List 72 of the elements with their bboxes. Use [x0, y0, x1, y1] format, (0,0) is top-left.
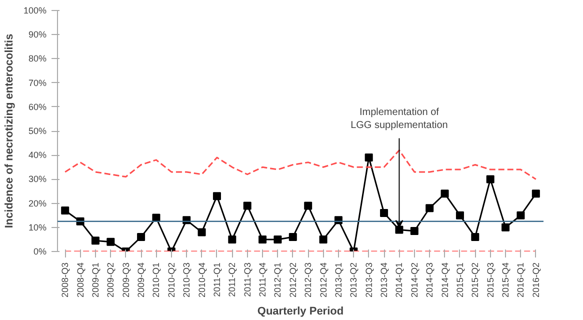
x-tick-label: 2010-Q3	[182, 262, 192, 298]
y-tick-label: 90%	[28, 30, 46, 40]
y-axis-title: Incidence of necrotizing enterocolitis	[3, 34, 16, 228]
y-tick-label: 20%	[28, 198, 46, 208]
x-tick-label: 2011-Q4	[258, 262, 268, 297]
point	[274, 235, 282, 244]
annotation: Implementation of LGG supplementation	[350, 106, 448, 131]
x-tick-label: 2009-Q4	[136, 262, 146, 298]
x-tick-label: 2010-Q4	[196, 262, 207, 298]
point	[456, 211, 464, 220]
x-tick-label: 2012-Q4	[318, 262, 328, 298]
x-tick-label: 2015-Q3	[485, 262, 496, 298]
point	[304, 202, 312, 210]
y-tick-label: 10%	[28, 222, 46, 232]
point	[137, 233, 146, 242]
point	[258, 235, 267, 244]
point	[471, 233, 480, 242]
y-tick-label: 60%	[28, 102, 46, 112]
x-tick-label: 2009-Q3	[120, 262, 131, 298]
x-tick-label: 2012-Q2	[288, 262, 298, 298]
x-tick-label: 2008-Q4	[75, 262, 86, 298]
point	[426, 204, 434, 212]
x-tick-label: 2012-Q3	[303, 262, 314, 298]
x-tick-label: 2010-Q2	[166, 262, 176, 298]
x-tick-label: 2015-Q4	[500, 262, 511, 298]
point	[288, 233, 297, 242]
x-tick-label: 2009-Q1	[90, 262, 100, 298]
x-tick-label: 2010-Q1	[151, 262, 162, 298]
point	[364, 154, 373, 162]
x-tick-label: 2014-Q1	[394, 262, 404, 298]
point	[61, 206, 70, 215]
x-tick-label: 2016-Q2	[530, 262, 541, 298]
x-tick-label: 2012-Q1	[272, 262, 283, 298]
x-tick-label: 2009-Q2	[106, 262, 116, 298]
x-tick-label: 2013-Q1	[333, 262, 344, 298]
x-tick-label: 2011-Q1	[212, 262, 222, 297]
point	[212, 192, 221, 200]
point	[502, 223, 510, 232]
point	[91, 236, 100, 245]
y-tick-label: 100%	[23, 6, 47, 16]
x-tick-label: 2013-Q4	[379, 262, 390, 298]
line-series	[64, 150, 537, 180]
x-tick-label: 2013-Q3	[364, 262, 374, 298]
y-tick-label: 70%	[28, 78, 46, 88]
point	[228, 235, 236, 244]
point	[486, 175, 494, 184]
x-tick-label: 2014-Q3	[424, 262, 435, 298]
y-tick-label: 30%	[28, 174, 46, 184]
x-tick-label: 2014-Q2	[409, 262, 420, 298]
x-tick-label: 2013-Q2	[348, 262, 359, 298]
point	[198, 228, 206, 236]
x-tick-label: 2015-Q2	[470, 262, 480, 298]
x-tick-label: 2011-Q3	[242, 262, 252, 297]
y-tick-label: 40%	[28, 150, 46, 160]
point	[106, 238, 115, 246]
y-tick-label: 0%	[33, 246, 47, 256]
point	[395, 226, 404, 234]
x-tick-label: 2011-Q2	[227, 262, 238, 297]
x-tick-label: 2016-Q1	[516, 262, 526, 298]
y-tick-label: 80%	[28, 54, 46, 64]
point	[440, 190, 449, 198]
point	[380, 208, 388, 217]
point	[516, 211, 525, 220]
x-tick-label: 2008-Q3	[60, 262, 70, 298]
x-tick-label: 2015-Q1	[454, 262, 465, 298]
point	[410, 227, 418, 236]
point	[319, 235, 328, 244]
x-axis-title: Quarterly Period	[257, 306, 344, 318]
point	[532, 190, 540, 198]
x-tick-label: 2014-Q4	[440, 262, 450, 298]
point	[243, 202, 252, 210]
y-tick-label: 50%	[28, 126, 46, 136]
